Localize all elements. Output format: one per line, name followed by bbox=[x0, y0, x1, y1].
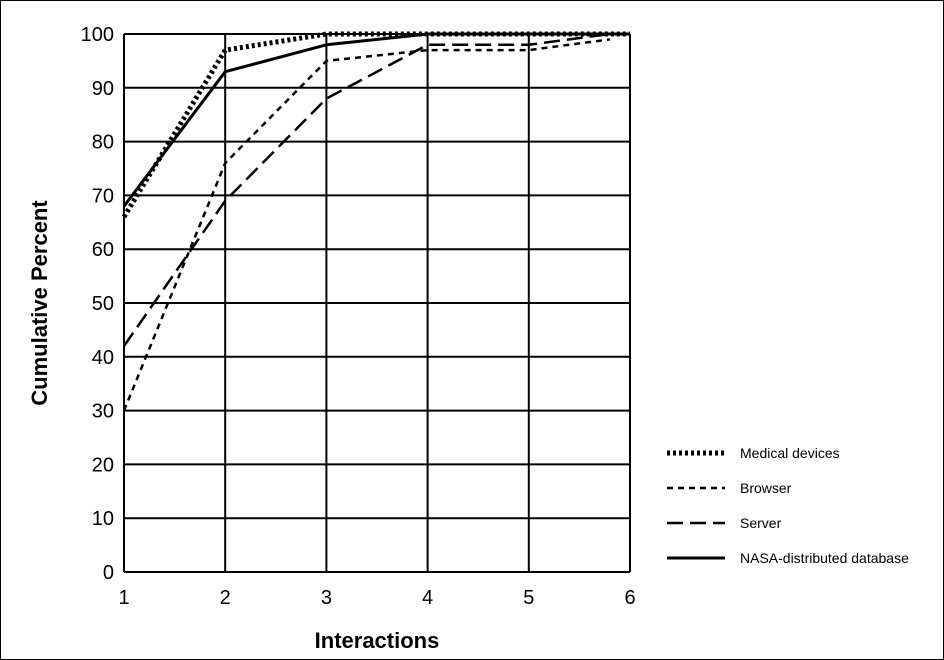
y-tick-label: 20 bbox=[92, 454, 114, 476]
series-line-4 bbox=[122, 32, 630, 208]
x-tick-label: 1 bbox=[118, 587, 129, 609]
x-tick-label: 6 bbox=[624, 587, 635, 609]
x-tick-label: 2 bbox=[220, 587, 231, 609]
y-tick-label: 10 bbox=[92, 508, 114, 530]
grid-lines bbox=[123, 33, 631, 573]
y-tick-label: 0 bbox=[103, 562, 114, 584]
y-tick-label: 50 bbox=[92, 293, 114, 315]
y-tick-label: 100 bbox=[81, 24, 114, 46]
series-line-3 bbox=[122, 32, 610, 347]
x-tick-labels: 1 2 3 4 5 6 bbox=[118, 587, 635, 609]
y-tick-label: 30 bbox=[92, 401, 114, 423]
legend-label-4: NASA-distributed database bbox=[740, 550, 909, 566]
y-tick-labels: 0 10 20 30 40 50 60 70 80 90 100 bbox=[81, 24, 114, 584]
y-tick-label: 60 bbox=[92, 239, 114, 261]
legend: Medical devices Browser Server NASA-distrib… bbox=[667, 445, 909, 566]
y-tick-label: 90 bbox=[92, 78, 114, 100]
y-tick-label: 40 bbox=[92, 347, 114, 369]
y-tick-label: 80 bbox=[92, 132, 114, 154]
x-tick-label: 5 bbox=[523, 587, 534, 609]
x-tick-label: 4 bbox=[422, 587, 433, 609]
legend-label-3: Server bbox=[740, 515, 782, 531]
x-axis-title: Interactions bbox=[315, 628, 440, 653]
x-tick-label: 3 bbox=[321, 587, 332, 609]
legend-label-2: Browser bbox=[740, 480, 792, 496]
series-line-2 bbox=[122, 38, 610, 412]
y-tick-label: 70 bbox=[92, 185, 114, 207]
y-axis-title: Cumulative Percent bbox=[27, 200, 52, 406]
series-lines bbox=[121, 31, 630, 412]
legend-label-1: Medical devices bbox=[740, 445, 840, 461]
series-line-1 bbox=[121, 31, 630, 219]
